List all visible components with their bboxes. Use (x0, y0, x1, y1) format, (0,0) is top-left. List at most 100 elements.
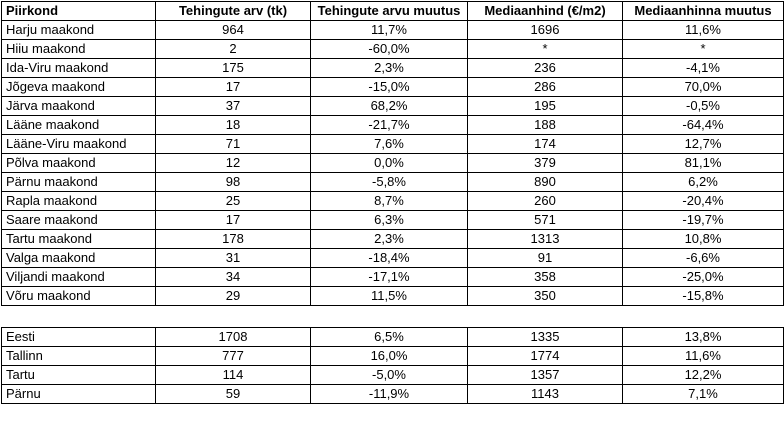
county-row: Tartu maakond 178 2,3% 1313 10,8% (1, 229, 784, 249)
header-transactions-change: Tehingute arvu muutus (310, 1, 468, 21)
transactions-change-cell: -5,0% (310, 365, 468, 385)
median-price-change-cell: 12,2% (622, 365, 784, 385)
transactions-change-cell: 11,7% (310, 20, 468, 40)
summary-row: Tallinn 777 16,0% 1774 11,6% (1, 346, 784, 366)
county-row: Hiiu maakond 2 -60,0% * * (1, 39, 784, 59)
county-row: Jõgeva maakond 17 -15,0% 286 70,0% (1, 77, 784, 97)
transactions-change-cell: 0,0% (310, 153, 468, 173)
median-price-cell: * (467, 39, 623, 59)
region-cell: Võru maakond (1, 286, 156, 306)
transactions-cell: 29 (155, 286, 311, 306)
transactions-cell: 17 (155, 210, 311, 230)
county-row: Valga maakond 31 -18,4% 91 -6,6% (1, 248, 784, 268)
transactions-change-cell: 6,3% (310, 210, 468, 230)
transactions-cell: 178 (155, 229, 311, 249)
spacer-cell (622, 305, 784, 328)
header-median-price-change: Mediaanhinna muutus (622, 1, 784, 21)
median-price-change-cell: -64,4% (622, 115, 784, 135)
county-row: Viljandi maakond 34 -17,1% 358 -25,0% (1, 267, 784, 287)
median-price-change-cell: -0,5% (622, 96, 784, 116)
header-median-price: Mediaanhind (€/m2) (467, 1, 623, 21)
region-cell: Tallinn (1, 346, 156, 366)
transactions-cell: 59 (155, 384, 311, 404)
county-row: Põlva maakond 12 0,0% 379 81,1% (1, 153, 784, 173)
median-price-cell: 195 (467, 96, 623, 116)
county-row: Saare maakond 17 6,3% 571 -19,7% (1, 210, 784, 230)
transactions-change-cell: 8,7% (310, 191, 468, 211)
region-cell: Pärnu (1, 384, 156, 404)
median-price-cell: 91 (467, 248, 623, 268)
median-price-change-cell: -19,7% (622, 210, 784, 230)
transactions-change-cell: 16,0% (310, 346, 468, 366)
header-transactions: Tehingute arv (tk) (155, 1, 311, 21)
transactions-change-cell: -60,0% (310, 39, 468, 59)
transactions-cell: 175 (155, 58, 311, 78)
region-cell: Põlva maakond (1, 153, 156, 173)
median-price-change-cell: 11,6% (622, 20, 784, 40)
transactions-cell: 12 (155, 153, 311, 173)
spacer-cell (155, 305, 311, 328)
county-row: Pärnu maakond 98 -5,8% 890 6,2% (1, 172, 784, 192)
median-price-cell: 1357 (467, 365, 623, 385)
median-price-cell: 174 (467, 134, 623, 154)
transactions-cell: 777 (155, 346, 311, 366)
median-price-change-cell: 81,1% (622, 153, 784, 173)
transactions-cell: 114 (155, 365, 311, 385)
region-cell: Lääne-Viru maakond (1, 134, 156, 154)
median-price-change-cell: 11,6% (622, 346, 784, 366)
median-price-cell: 188 (467, 115, 623, 135)
transactions-change-cell: 2,3% (310, 229, 468, 249)
region-cell: Valga maakond (1, 248, 156, 268)
median-price-cell: 236 (467, 58, 623, 78)
transactions-cell: 18 (155, 115, 311, 135)
transactions-change-cell: 7,6% (310, 134, 468, 154)
spacer-cell (467, 305, 623, 328)
median-price-cell: 1696 (467, 20, 623, 40)
summary-row: Eesti 1708 6,5% 1335 13,8% (1, 327, 784, 347)
spacer-cell (310, 305, 468, 328)
median-price-change-cell: * (622, 39, 784, 59)
header-row: Piirkond Tehingute arv (tk) Tehingute ar… (1, 1, 784, 21)
transactions-cell: 25 (155, 191, 311, 211)
section-spacer (1, 305, 784, 328)
transactions-change-cell: -21,7% (310, 115, 468, 135)
summary-row: Pärnu 59 -11,9% 1143 7,1% (1, 384, 784, 404)
county-row: Võru maakond 29 11,5% 350 -15,8% (1, 286, 784, 306)
region-cell: Rapla maakond (1, 191, 156, 211)
transactions-change-cell: -17,1% (310, 267, 468, 287)
transactions-cell: 2 (155, 39, 311, 59)
county-row: Lääne-Viru maakond 71 7,6% 174 12,7% (1, 134, 784, 154)
spacer-cell (1, 305, 156, 328)
median-price-cell: 260 (467, 191, 623, 211)
median-price-change-cell: -6,6% (622, 248, 784, 268)
transactions-cell: 71 (155, 134, 311, 154)
median-price-cell: 1143 (467, 384, 623, 404)
transactions-change-cell: -11,9% (310, 384, 468, 404)
region-cell: Ida-Viru maakond (1, 58, 156, 78)
summary-row: Tartu 114 -5,0% 1357 12,2% (1, 365, 784, 385)
median-price-cell: 286 (467, 77, 623, 97)
county-row: Järva maakond 37 68,2% 195 -0,5% (1, 96, 784, 116)
region-cell: Saare maakond (1, 210, 156, 230)
transactions-cell: 98 (155, 172, 311, 192)
median-price-change-cell: -4,1% (622, 58, 784, 78)
statistics-table: Piirkond Tehingute arv (tk) Tehingute ar… (1, 1, 784, 404)
transactions-change-cell: 68,2% (310, 96, 468, 116)
county-row: Rapla maakond 25 8,7% 260 -20,4% (1, 191, 784, 211)
transactions-cell: 1708 (155, 327, 311, 347)
transactions-cell: 964 (155, 20, 311, 40)
region-cell: Eesti (1, 327, 156, 347)
median-price-cell: 1313 (467, 229, 623, 249)
median-price-change-cell: -20,4% (622, 191, 784, 211)
transactions-change-cell: -5,8% (310, 172, 468, 192)
region-cell: Viljandi maakond (1, 267, 156, 287)
median-price-cell: 571 (467, 210, 623, 230)
region-cell: Tartu maakond (1, 229, 156, 249)
region-cell: Hiiu maakond (1, 39, 156, 59)
median-price-cell: 1774 (467, 346, 623, 366)
region-cell: Tartu (1, 365, 156, 385)
transactions-change-cell: -15,0% (310, 77, 468, 97)
transactions-cell: 34 (155, 267, 311, 287)
header-region: Piirkond (1, 1, 156, 21)
median-price-change-cell: 13,8% (622, 327, 784, 347)
